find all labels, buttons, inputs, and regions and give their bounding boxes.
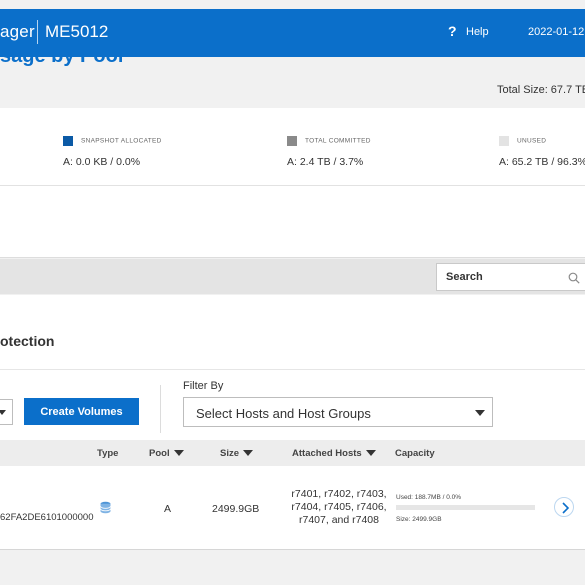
column-header-label: Attached Hosts (292, 448, 362, 459)
toolbar-divider (160, 385, 161, 433)
size-value: 2499.9GB (212, 503, 260, 515)
search-icon[interactable] (568, 272, 580, 284)
chevron-down-icon (475, 410, 485, 416)
chevron-right-icon (562, 502, 570, 514)
column-header-size[interactable]: Size (220, 448, 254, 459)
legend-label: UNUSED (517, 137, 547, 145)
host-filter-value: Select Hosts and Host Groups (196, 406, 371, 421)
sort-down-icon[interactable] (243, 450, 254, 457)
app-title: ager (0, 22, 35, 41)
capacity-used: Used: 188.7MB / 0.0% (396, 494, 462, 501)
create-volumes-button[interactable]: Create Volumes (24, 398, 139, 425)
system-model: ME5012 (45, 22, 109, 41)
column-header-label: Type (97, 448, 119, 459)
volumes-section: otection Create Volumes Filter By Select… (0, 295, 585, 550)
column-header-pool[interactable]: Pool (149, 448, 184, 459)
help-link[interactable]: Help (466, 26, 489, 38)
page-heading-wrapper: sage by Pool (0, 57, 200, 69)
database-icon (100, 501, 111, 514)
sort-down-icon[interactable] (365, 450, 376, 457)
column-header-label: Size (220, 448, 240, 459)
search-input[interactable] (446, 269, 556, 285)
legend-value: A: 2.4 TB / 3.7% (287, 156, 364, 168)
usage-panel: SNAPSHOT ALLOCATED A: 0.0 KB / 0.0% TOTA… (0, 108, 585, 258)
column-header-capacity: Capacity (395, 448, 435, 459)
system-date: 2022-01-12 0 (528, 26, 585, 38)
volume-id[interactable]: 62FA2DE6101000000 (0, 512, 94, 523)
legend-total-committed: TOTAL COMMITTED A: 2.4 TB / 3.7% (287, 132, 371, 168)
host-filter-select[interactable]: Select Hosts and Host Groups (183, 397, 493, 427)
action-select[interactable] (0, 399, 13, 425)
legend-value: A: 0.0 KB / 0.0% (63, 156, 141, 168)
sort-down-icon[interactable] (173, 450, 184, 457)
legend-swatch (499, 135, 509, 146)
column-header-label: Pool (149, 448, 170, 459)
column-header-type: Type (97, 448, 118, 459)
chevron-down-icon (0, 410, 6, 415)
capacity-bar (396, 505, 535, 510)
row-details-button[interactable] (554, 497, 574, 517)
total-size: Total Size: 67.7 TB (497, 84, 585, 96)
page-heading: sage by Pool (0, 57, 123, 68)
search-box[interactable] (436, 263, 585, 291)
help-icon[interactable]: ? (448, 23, 457, 39)
capacity-size: Size: 2499.9GB (396, 516, 442, 523)
legend-label: SNAPSHOT ALLOCATED (81, 137, 162, 145)
pool-value: A (164, 503, 172, 515)
column-header-attached-hosts[interactable]: Attached Hosts (292, 448, 376, 459)
section-divider (0, 369, 585, 370)
top-bar: ager ME5012 ? Help 2022-01-12 0 (0, 9, 585, 57)
legend-unused: UNUSED A: 65.2 TB / 96.3% (499, 132, 585, 168)
title-divider (37, 20, 38, 44)
legend-label: TOTAL COMMITTED (305, 137, 371, 145)
legend-swatch (287, 135, 297, 146)
toolbar-band (0, 259, 585, 294)
column-header-label: Capacity (395, 448, 435, 459)
usage-divider (0, 185, 585, 186)
section-title: otection (0, 333, 55, 349)
attached-hosts-value: r7401, r7402, r7403, r7404, r7405, r7406… (291, 488, 387, 526)
legend-swatch (63, 135, 73, 146)
table-header: Type Pool Size Attached Hosts Capacity (0, 440, 585, 466)
filter-label: Filter By (183, 380, 224, 392)
legend-snapshot-allocated: SNAPSHOT ALLOCATED A: 0.0 KB / 0.0% (63, 132, 162, 168)
legend-value: A: 65.2 TB / 96.3% (499, 156, 585, 168)
